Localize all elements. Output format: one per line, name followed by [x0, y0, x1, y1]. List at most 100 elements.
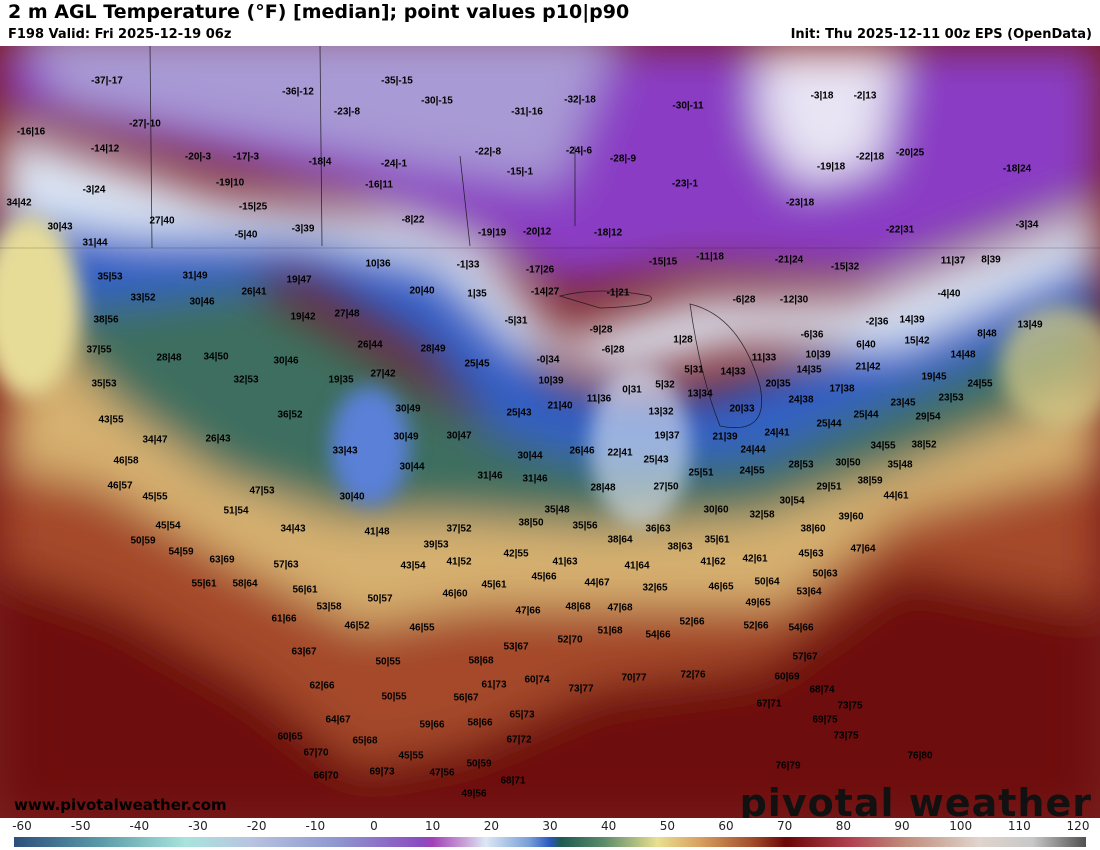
point-value-label: 30|47: [446, 430, 472, 442]
point-value-label: -31|-16: [511, 106, 543, 118]
colorbar-tick-label: 90: [894, 819, 910, 833]
point-value-label: -23|-8: [333, 106, 361, 118]
colorbar-tick-label: 10: [425, 819, 441, 833]
point-value-label: -3|34: [1015, 219, 1039, 231]
point-value-label: 35|56: [572, 520, 598, 532]
point-value-label: -27|-10: [129, 118, 161, 130]
point-value-label: 20|35: [765, 378, 791, 390]
point-value-label: 43|54: [400, 560, 426, 572]
website-url: www.pivotalweather.com: [14, 796, 227, 814]
point-value-label: 10|39: [538, 375, 564, 387]
point-value-label: 36|63: [645, 523, 671, 535]
point-value-label: 46|57: [107, 480, 133, 492]
point-value-label: 32|65: [642, 582, 668, 594]
point-value-label: 56|61: [292, 584, 318, 596]
point-value-label: 35|61: [704, 534, 730, 546]
point-value-label: 45|55: [142, 491, 168, 503]
point-value-label: 46|60: [442, 588, 468, 600]
point-value-label: 27|48: [334, 308, 360, 320]
point-value-label: 51|54: [223, 505, 249, 517]
colorbar-tick-label: 50: [659, 819, 675, 833]
point-value-label: 73|75: [837, 700, 863, 712]
point-value-label: 67|71: [756, 698, 782, 710]
point-value-label: 52|66: [743, 620, 769, 632]
point-value-label: 27|42: [370, 368, 396, 380]
point-value-label: 19|35: [328, 374, 354, 386]
point-value-label: 33|43: [332, 445, 358, 457]
point-value-label: 21|40: [547, 400, 573, 412]
point-value-label: -17|26: [525, 264, 555, 276]
point-value-label: 28|53: [788, 459, 814, 471]
point-value-label: 25|44: [853, 409, 879, 421]
point-value-label: -22|-8: [474, 146, 502, 158]
point-value-label: 25|43: [506, 407, 532, 419]
point-value-label: 14|48: [950, 349, 976, 361]
point-value-label: 30|49: [395, 403, 421, 415]
point-value-label: 10|39: [805, 349, 831, 361]
point-value-label: -12|30: [779, 294, 809, 306]
init-time: Init: Thu 2025-12-11 00z EPS (OpenData): [790, 27, 1092, 42]
point-value-label: 19|47: [286, 274, 312, 286]
point-value-label: 67|70: [303, 747, 329, 759]
point-value-label: -22|31: [885, 224, 915, 236]
point-value-label: 72|76: [680, 669, 706, 681]
point-value-label: -28|-9: [609, 153, 637, 165]
point-value-label: 61|66: [271, 613, 297, 625]
temperature-field: [0, 46, 1100, 818]
point-value-label: 26|43: [205, 433, 231, 445]
point-value-label: 37|52: [446, 523, 472, 535]
point-value-label: 73|77: [568, 683, 594, 695]
point-value-label: -2|36: [865, 316, 889, 328]
point-value-label: 35|53: [91, 378, 117, 390]
point-value-label: 24|38: [788, 394, 814, 406]
point-value-label: 58|64: [232, 578, 258, 590]
temperature-map[interactable]: www.pivotalweather.com pivotal weather -…: [0, 46, 1100, 818]
point-value-label: 14|35: [796, 364, 822, 376]
point-value-label: 45|55: [398, 750, 424, 762]
point-value-label: 44|61: [883, 490, 909, 502]
point-value-label: -23|18: [785, 197, 815, 209]
point-value-label: 21|42: [855, 361, 881, 373]
point-value-label: -17|-3: [232, 151, 260, 163]
point-value-label: -32|-18: [564, 94, 596, 106]
point-value-label: 35|48: [887, 459, 913, 471]
point-value-label: 27|50: [653, 481, 679, 493]
point-value-label: 69|75: [812, 714, 838, 726]
point-value-label: 25|43: [643, 454, 669, 466]
point-value-label: 49|56: [461, 788, 487, 800]
point-value-label: -15|15: [648, 256, 678, 268]
point-value-label: 47|64: [850, 543, 876, 555]
point-value-label: 50|63: [812, 568, 838, 580]
point-value-label: 46|65: [708, 581, 734, 593]
point-value-label: -22|18: [855, 151, 885, 163]
point-value-label: 69|73: [369, 766, 395, 778]
point-value-label: 17|38: [829, 383, 855, 395]
point-value-label: 19|42: [290, 311, 316, 323]
point-value-label: 68|74: [809, 684, 835, 696]
point-value-label: 52|66: [679, 616, 705, 628]
point-value-label: -15|32: [830, 261, 860, 273]
point-value-label: 50|55: [381, 691, 407, 703]
point-value-label: 60|74: [524, 674, 550, 686]
point-value-label: 30|43: [47, 221, 73, 233]
point-value-label: 8|48: [977, 328, 997, 340]
colorbar-tick-label: 120: [1066, 819, 1090, 833]
point-value-label: 30|46: [273, 355, 299, 367]
point-value-label: 27|40: [149, 215, 175, 227]
point-value-label: 14|39: [899, 314, 925, 326]
point-value-label: 53|67: [503, 641, 529, 653]
point-value-label: 58|68: [468, 655, 494, 667]
point-value-label: 26|44: [357, 339, 383, 351]
point-value-label: 28|48: [156, 352, 182, 364]
point-value-label: 31|49: [182, 270, 208, 282]
point-value-label: 55|61: [191, 578, 217, 590]
point-value-label: 47|53: [249, 485, 275, 497]
point-value-label: -30|-15: [421, 95, 453, 107]
point-value-label: 23|45: [890, 397, 916, 409]
point-value-label: 22|41: [607, 447, 633, 459]
point-value-label: 46|58: [113, 455, 139, 467]
colorbar-tick-label: 70: [777, 819, 793, 833]
point-value-label: 29|51: [816, 481, 842, 493]
point-value-label: 50|64: [754, 576, 780, 588]
point-value-label: -1|21: [606, 287, 630, 299]
